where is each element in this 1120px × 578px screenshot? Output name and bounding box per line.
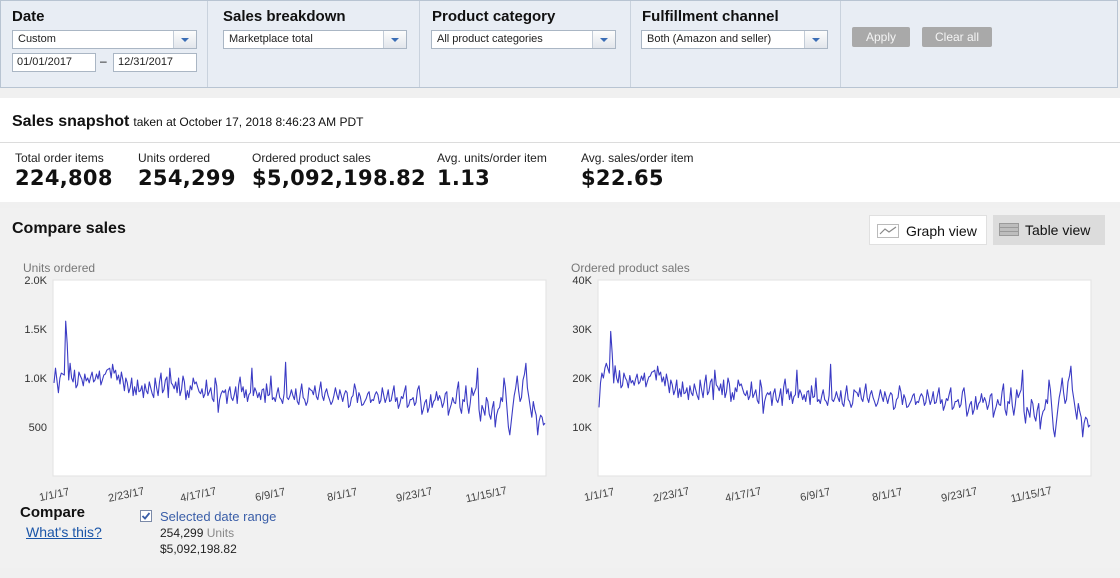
date-range-dash: – <box>100 54 107 68</box>
date-to-input[interactable]: 12/31/2017 <box>113 53 197 72</box>
chevron-down-icon[interactable] <box>592 31 615 48</box>
x-tick-label: 9/23/17 <box>395 485 433 504</box>
compare-sales-value: $5,092,198.82 <box>160 542 237 556</box>
metric-ordered-product-sales: Ordered product sales $5,092,198.82 <box>252 151 426 190</box>
sales-breakdown-title: Sales breakdown <box>223 8 346 25</box>
fulfillment-filter: Fulfillment channel Both (Amazon and sel… <box>630 1 841 87</box>
x-tick-label: 8/1/17 <box>326 486 358 504</box>
product-category-title: Product category <box>432 8 556 25</box>
sales-breakdown-filter: Sales breakdown Marketplace total <box>207 1 420 87</box>
x-tick-label: 6/9/17 <box>799 486 831 504</box>
metric-value: $5,092,198.82 <box>252 166 426 190</box>
sales-snapshot-timestamp: taken at October 17, 2018 8:46:23 AM PDT <box>133 115 364 129</box>
sales-breakdown-value: Marketplace total <box>229 33 313 45</box>
x-tick-label: 4/17/17 <box>724 485 762 504</box>
metric-value: 254,299 <box>138 166 236 190</box>
metric-label: Avg. units/order item <box>437 151 547 165</box>
y-tick-label: 2.0K <box>24 275 47 287</box>
fulfillment-title: Fulfillment channel <box>642 8 779 25</box>
y-tick-label: 20K <box>572 373 592 385</box>
date-from-input[interactable]: 01/01/2017 <box>12 53 96 72</box>
compare-units-value: 254,299 <box>160 526 204 540</box>
x-tick-label: 4/17/17 <box>179 485 217 504</box>
series-line-sales <box>598 330 1091 438</box>
product-category-select[interactable]: All product categories <box>431 30 616 49</box>
table-view-button[interactable]: Table view <box>993 215 1105 245</box>
metric-value: 224,808 <box>15 166 113 190</box>
selected-date-range-label[interactable]: Selected date range <box>160 509 277 524</box>
graph-view-label: Graph view <box>906 223 977 239</box>
metric-units-ordered: Units ordered 254,299 <box>138 151 236 190</box>
filter-bar: Date Custom 01/01/2017 – 12/31/2017 Sale… <box>0 0 1118 88</box>
metric-label: Avg. sales/order item <box>581 151 694 165</box>
x-tick-label: 1/1/17 <box>38 486 70 504</box>
graph-view-button[interactable]: Graph view <box>869 215 987 245</box>
series-line-units <box>53 320 546 436</box>
clear-all-button[interactable]: Clear all <box>922 27 992 47</box>
selected-date-range-checkbox[interactable] <box>140 510 152 522</box>
y-tick-label: 1.0K <box>24 373 47 385</box>
x-tick-label: 2/23/17 <box>652 485 690 504</box>
x-tick-label: 2/23/17 <box>107 485 145 504</box>
date-preset-select[interactable]: Custom <box>12 30 197 49</box>
chart-title-sales: Ordered product sales <box>571 261 690 275</box>
divider <box>0 142 1120 143</box>
x-tick-label: 11/15/17 <box>1010 485 1054 505</box>
compare-units-word: Units <box>206 526 235 540</box>
apply-button[interactable]: Apply <box>852 27 910 47</box>
metric-total-order-items: Total order items 224,808 <box>15 151 113 190</box>
table-view-label: Table view <box>1025 222 1091 238</box>
x-tick-label: 1/1/17 <box>583 486 615 504</box>
product-category-filter: Product category All product categories <box>419 1 631 87</box>
chevron-down-icon[interactable] <box>804 31 827 48</box>
chart-title-units: Units ordered <box>23 261 95 275</box>
y-tick-label: 10K <box>572 422 592 434</box>
sales-snapshot-panel: Sales snapshot taken at October 17, 2018 … <box>0 98 1120 202</box>
metric-value: 1.13 <box>437 166 491 190</box>
y-tick-label: 30K <box>572 324 592 336</box>
line-chart-icon <box>877 224 899 238</box>
metric-value: $22.65 <box>581 166 664 190</box>
checkmark-icon <box>141 512 151 520</box>
metric-avg-units-per-order-item: Avg. units/order item 1.13 <box>437 151 547 190</box>
whats-this-link[interactable]: What's this? <box>26 524 102 540</box>
x-tick-label: 9/23/17 <box>940 485 978 504</box>
fulfillment-select[interactable]: Both (Amazon and seller) <box>641 30 828 49</box>
sales-breakdown-select[interactable]: Marketplace total <box>223 30 407 49</box>
metric-label: Total order items <box>15 151 104 165</box>
metric-avg-sales-per-order-item: Avg. sales/order item $22.65 <box>581 151 694 190</box>
metric-label: Units ordered <box>138 151 211 165</box>
plot-area-sales <box>597 279 1092 477</box>
chevron-down-icon[interactable] <box>173 31 196 48</box>
date-filter: Date Custom 01/01/2017 – 12/31/2017 <box>1 1 208 87</box>
y-tick-label: 500 <box>29 422 47 434</box>
x-tick-label: 6/9/17 <box>254 486 286 504</box>
metric-label: Ordered product sales <box>252 151 371 165</box>
compare-label: Compare <box>20 504 86 521</box>
sales-snapshot-title: Sales snapshot <box>12 113 130 130</box>
table-icon <box>999 223 1019 236</box>
date-preset-value: Custom <box>18 33 56 45</box>
x-tick-label: 8/1/17 <box>871 486 903 504</box>
compare-sales-panel: Compare sales Graph view Table view Unit… <box>0 208 1120 568</box>
compare-sales-title: Compare sales <box>12 220 126 237</box>
compare-units: 254,299 Units <box>160 526 234 540</box>
x-tick-label: 11/15/17 <box>465 485 509 505</box>
date-filter-title: Date <box>12 8 45 25</box>
plot-area-units <box>52 279 547 477</box>
y-tick-label: 1.5K <box>24 324 47 336</box>
sales-snapshot-heading: Sales snapshot taken at October 17, 2018 … <box>12 113 364 131</box>
chevron-down-icon[interactable] <box>383 31 406 48</box>
y-tick-label: 40K <box>572 275 592 287</box>
fulfillment-value: Both (Amazon and seller) <box>647 33 772 45</box>
product-category-value: All product categories <box>437 33 543 45</box>
